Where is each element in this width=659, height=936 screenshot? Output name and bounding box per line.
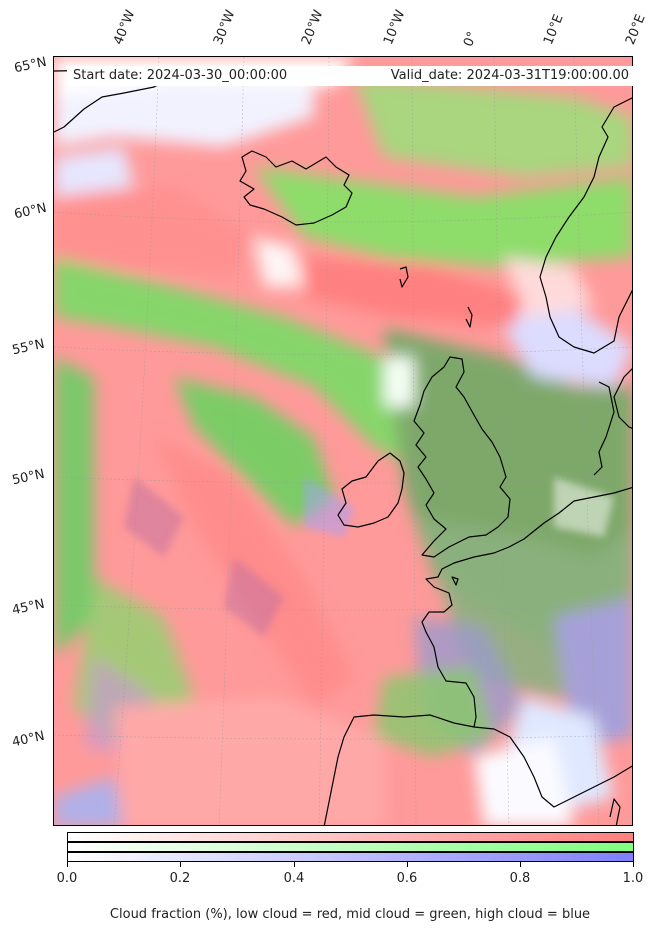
lon-label-30w: 30°W bbox=[211, 8, 239, 47]
colorbar-tickmark bbox=[520, 862, 521, 867]
lat-label-50n: 50°N bbox=[10, 466, 46, 489]
colorbar-tick-label: 1.0 bbox=[622, 871, 644, 886]
channel-islands-coast bbox=[451, 576, 459, 586]
lon-label-40w: 40°W bbox=[111, 8, 139, 47]
shetland-coast bbox=[465, 306, 473, 328]
iberia-north-coast bbox=[323, 714, 475, 825]
colorbar-tick-label: 0.0 bbox=[56, 871, 78, 886]
norway-coast bbox=[539, 97, 632, 354]
graticule bbox=[54, 57, 632, 825]
lon-label-20e: 20°E bbox=[623, 12, 649, 47]
colorbar-mid-strip bbox=[67, 842, 634, 852]
colorbar-tick-label: 0.2 bbox=[169, 871, 191, 886]
lon-label-10e: 10°E bbox=[541, 12, 567, 47]
map-frame[interactable] bbox=[53, 56, 633, 826]
colorbar-low-strip bbox=[67, 832, 634, 842]
lon-label-0: 0° bbox=[461, 29, 481, 49]
mediterranean-coast bbox=[473, 726, 632, 808]
denmark-coast bbox=[593, 381, 615, 476]
lat-label-60n: 60°N bbox=[12, 200, 48, 223]
sweden-coast bbox=[613, 368, 632, 429]
faroe-coast bbox=[399, 266, 409, 288]
valid-date-text: Valid_date: 2024-03-31T19:00:00.00 bbox=[337, 66, 633, 86]
colorbar-tickmark bbox=[180, 862, 181, 867]
lat-label-65n: 65°N bbox=[12, 54, 48, 77]
colorbar-tick-label: 0.8 bbox=[509, 871, 531, 886]
colorbar-tickmark bbox=[294, 862, 295, 867]
colorbar-tick-label: 0.4 bbox=[283, 871, 305, 886]
colorbar-tickmark bbox=[67, 862, 68, 867]
cloud-map bbox=[54, 57, 632, 825]
great-britain-coast bbox=[413, 356, 511, 558]
ireland-coast bbox=[337, 452, 405, 528]
continental-coast bbox=[421, 486, 632, 728]
colorbar-high-strip bbox=[67, 852, 634, 862]
lat-label-45n: 45°N bbox=[10, 596, 46, 619]
start-date-text: Start date: 2024-03-30_00:00:00 bbox=[67, 66, 343, 86]
iceland-coast bbox=[239, 150, 353, 226]
lon-label-20w: 20°W bbox=[299, 8, 327, 47]
sardinia-coast bbox=[609, 798, 621, 825]
lat-label-40n: 40°N bbox=[10, 728, 46, 751]
lon-label-10w: 10°W bbox=[381, 8, 409, 47]
colorbar-tick-label: 0.6 bbox=[396, 871, 418, 886]
coastlines bbox=[54, 68, 632, 825]
cloud-texture bbox=[124, 477, 614, 637]
colorbar-tickmark bbox=[407, 862, 408, 867]
lat-label-55n: 55°N bbox=[10, 336, 46, 359]
colorbar-tickmark bbox=[633, 862, 634, 867]
colorbar-label: Cloud fraction (%), low cloud = red, mid… bbox=[109, 907, 591, 922]
